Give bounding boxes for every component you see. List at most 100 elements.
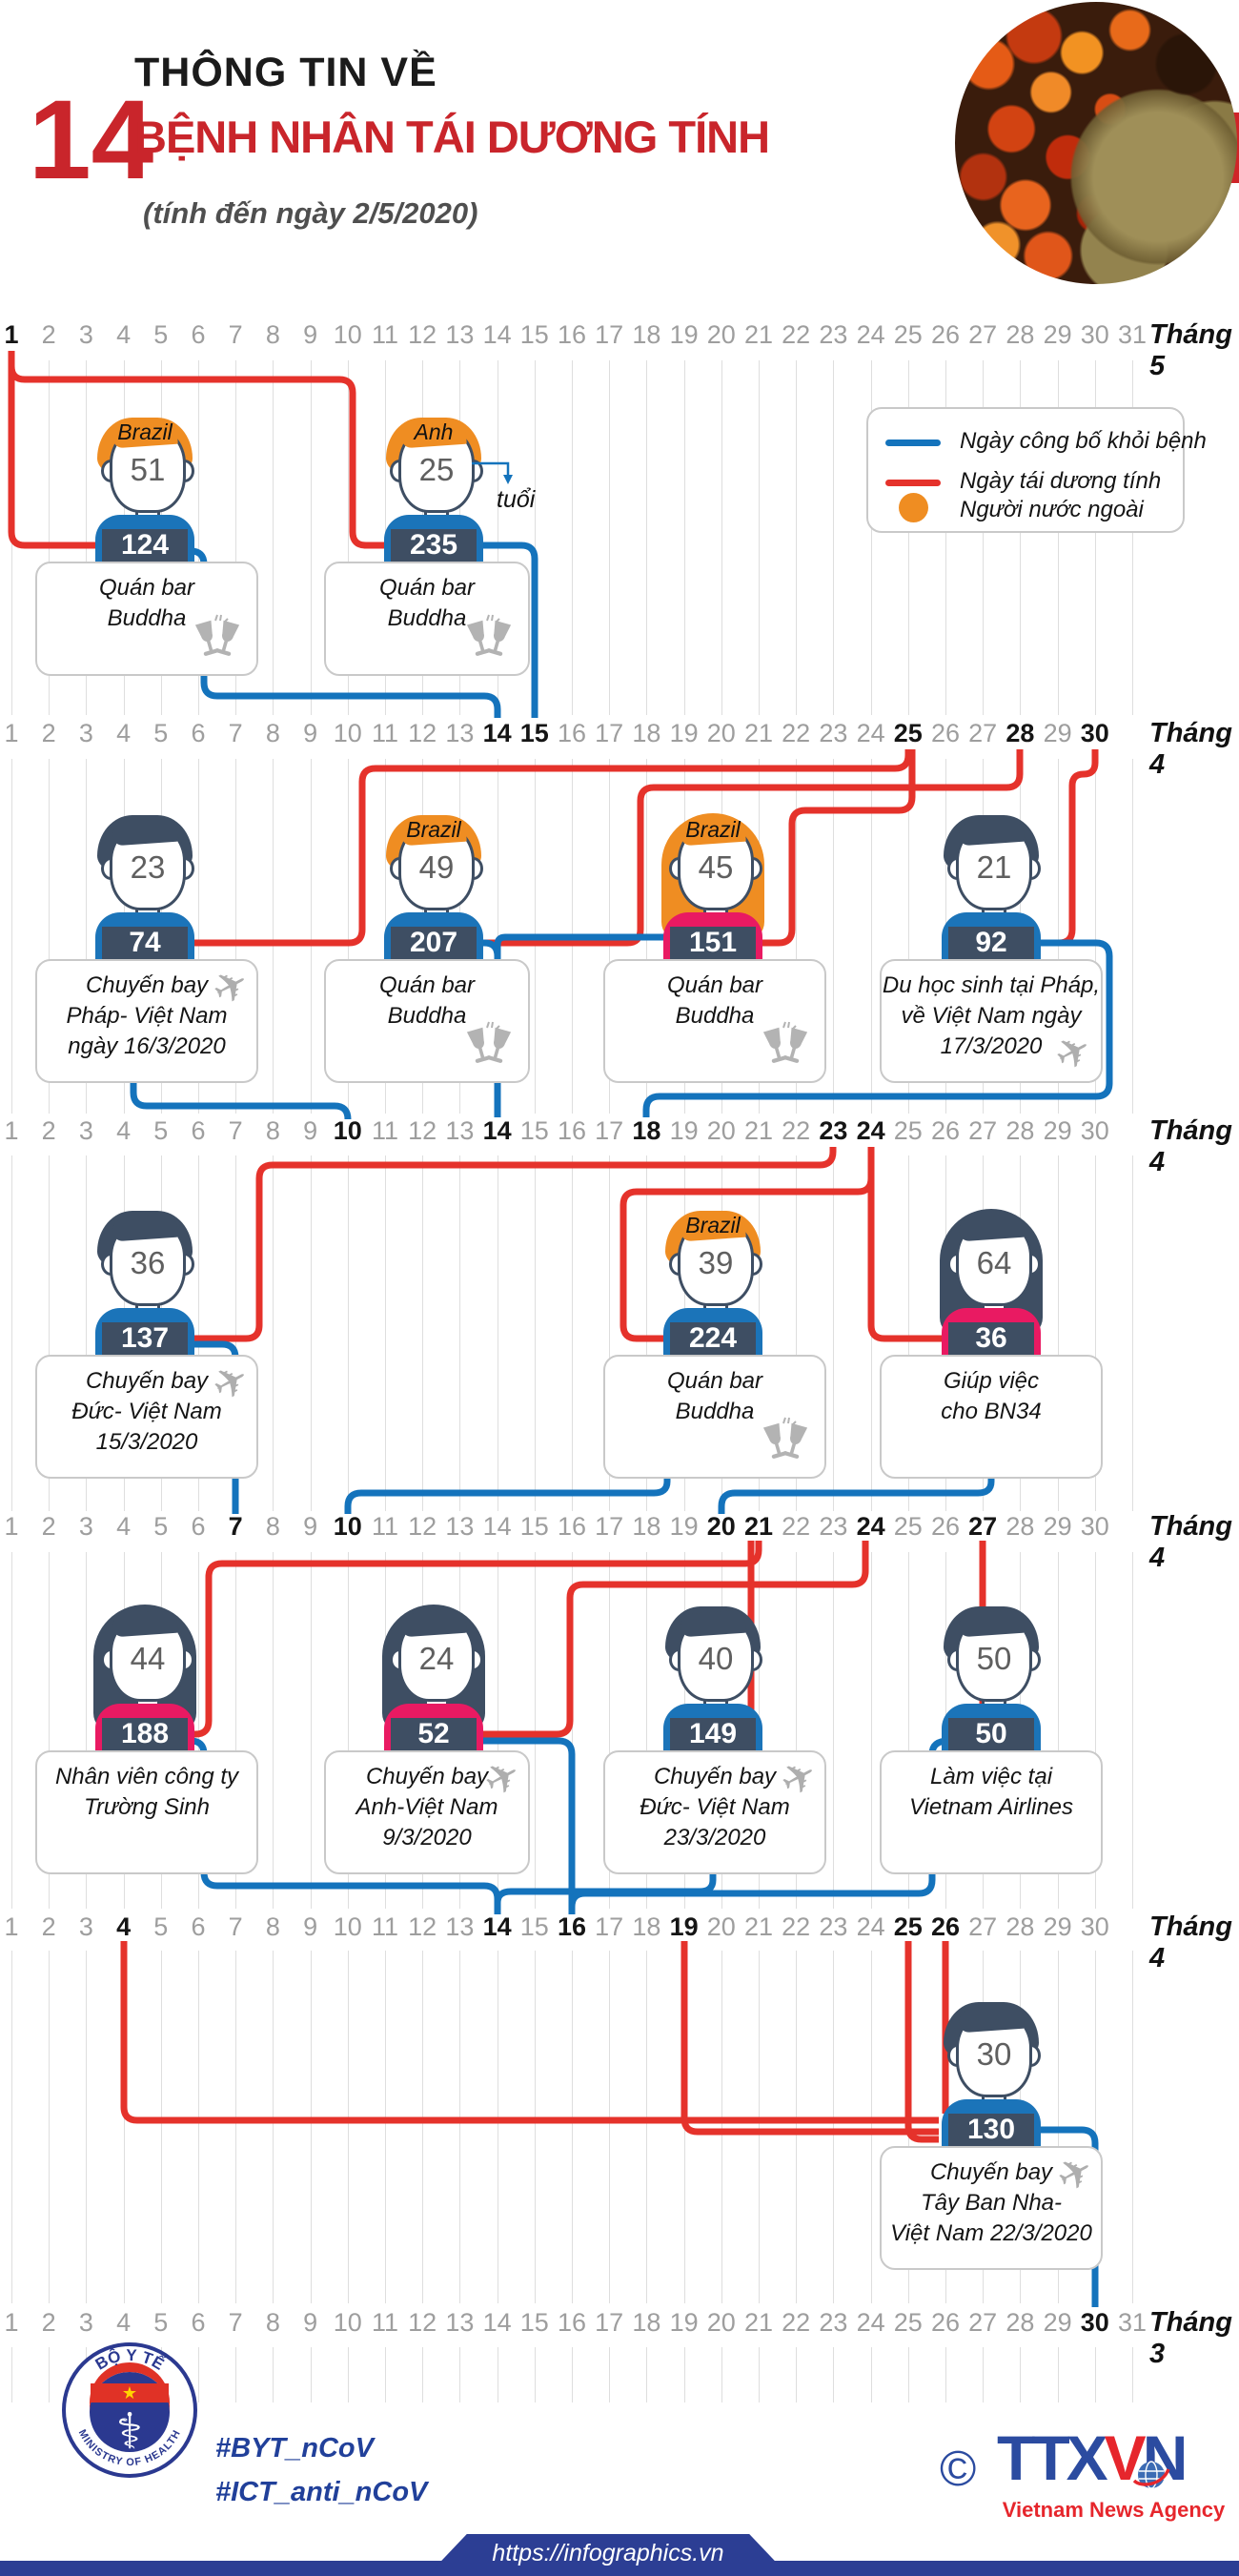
gridline — [86, 759, 88, 1114]
gridline — [1132, 360, 1133, 715]
card-text-line: Quán bar — [666, 1368, 763, 1394]
gridline — [572, 360, 573, 715]
gridline — [759, 2347, 760, 2402]
card-text-line: Quán bar — [378, 575, 476, 601]
gridline — [534, 360, 536, 715]
site-url[interactable]: https://infographics.vn — [492, 2540, 724, 2566]
age-label: 49 — [418, 849, 455, 885]
timeline-day: 10 — [333, 320, 362, 349]
timeline-day: 28 — [1005, 719, 1035, 747]
gridline — [1020, 2347, 1022, 2402]
timeline-day: 26 — [930, 2308, 961, 2337]
timeline-day: 17 — [595, 320, 624, 349]
timeline-day: 25 — [893, 1912, 923, 1941]
timeline-day: 15 — [519, 320, 549, 349]
timeline-day: 30 — [1080, 1116, 1109, 1145]
timeline-day: 7 — [228, 1116, 243, 1145]
card-text-line: Quán bar — [666, 972, 763, 998]
gridline — [983, 360, 985, 715]
timeline-day: 6 — [191, 1512, 206, 1541]
patient-188: 44 188 Nhân viên công ty Trường Sinh — [21, 1605, 269, 1892]
country-label: Brazil — [117, 419, 173, 444]
gridline — [459, 1155, 461, 1511]
timeline-day: 23 — [819, 320, 848, 349]
red-line-swatch — [885, 480, 941, 486]
timeline-day: 21 — [743, 320, 774, 349]
timeline-day: 27 — [968, 320, 998, 349]
card-text-line: Buddha — [675, 1399, 755, 1424]
legend-label: Ngày tái dương tính — [960, 468, 1162, 494]
orange-dot-swatch — [899, 493, 928, 522]
gridline — [945, 360, 946, 715]
avatar-hair-fringe — [958, 1214, 1025, 1242]
gridline — [1132, 1552, 1133, 1909]
timeline-day: 11 — [371, 1912, 399, 1941]
timeline-day: 3 — [78, 1512, 93, 1541]
hashtag-ict: #ICT_anti_nCoV — [215, 2477, 428, 2507]
gridline — [1057, 1155, 1059, 1511]
timeline-day: 10 — [333, 2308, 362, 2337]
patient-number-badge: 188 — [102, 1718, 188, 1750]
timeline-day: 8 — [265, 320, 280, 349]
patient-card: Chuyến bay Pháp- Việt Nam ngày 16/3/2020 ✈ — [35, 957, 258, 1083]
timeline-day: 6 — [191, 320, 206, 349]
gridline — [1132, 1155, 1133, 1511]
card-text-line: Du học sinh tại Pháp, — [882, 972, 1101, 998]
gridline — [123, 1951, 125, 2303]
cheers-glasses-icon — [459, 1021, 518, 1075]
virus-photo — [955, 2, 1237, 284]
legend-label: Ngày công bố khỏi bệnh — [960, 428, 1207, 454]
legend: Ngày công bố khỏi bệnh Ngày tái dương tí… — [866, 407, 1207, 533]
gridline — [273, 1552, 274, 1909]
patient-130: 30 130 Chuyến bay Tây Ban Nha- Việt Nam 22/3… — [867, 2002, 1115, 2288]
patient-number-badge: 149 — [670, 1718, 756, 1750]
gridline — [683, 360, 685, 715]
timeline-day: 12 — [408, 719, 437, 747]
gridline — [347, 1155, 349, 1511]
timeline-day: 24 — [856, 1912, 885, 1941]
gridline — [310, 1155, 312, 1511]
timeline-day: 1 — [4, 719, 19, 747]
timeline-day: 3 — [78, 2308, 93, 2337]
patient-card: Quán bar Buddha — [324, 959, 530, 1083]
card-text-line: 23/3/2020 — [663, 1825, 766, 1850]
timeline-day: 25 — [893, 320, 923, 349]
gridline — [1094, 1155, 1096, 1511]
timeline-day: 21 — [743, 1512, 774, 1541]
age-label: 30 — [976, 2036, 1012, 2072]
timeline-day: 12 — [408, 1512, 437, 1541]
timeline-day: 9 — [303, 1116, 318, 1145]
patient-number-badge: 124 — [102, 529, 188, 562]
gridline — [459, 2347, 461, 2402]
gridline — [1094, 360, 1096, 715]
card-text-line: Pháp- Việt Nam — [66, 1003, 228, 1029]
gridline — [833, 2347, 835, 2402]
timeline-day: 26 — [930, 320, 961, 349]
timeline-day: 7 — [228, 719, 243, 747]
timeline-day: 28 — [1005, 320, 1035, 349]
timeline-day: 2 — [41, 1512, 56, 1541]
card-text-line: Vietnam Airlines — [908, 1794, 1074, 1820]
timeline-day: 29 — [1043, 320, 1072, 349]
gridline — [1057, 360, 1059, 715]
patient-235: 25 Anh 235 Quán bar Buddha tuổi — [310, 418, 558, 694]
cheers-glasses-icon — [756, 1021, 815, 1075]
timeline-day: 1 — [4, 2308, 19, 2337]
timeline-day: 2 — [41, 719, 56, 747]
gridline — [572, 1155, 573, 1511]
gridline — [1020, 360, 1022, 715]
card-text-line: Việt Nam 22/3/2020 — [890, 2220, 1092, 2246]
timeline-day: 3 — [78, 719, 93, 747]
timeline-day: 9 — [303, 2308, 318, 2337]
timeline-day: 7 — [228, 1912, 243, 1941]
gridline — [235, 1951, 237, 2303]
timeline-day: 20 — [706, 719, 736, 747]
gridline — [833, 1951, 835, 2303]
avatar-hair-fringe — [958, 2005, 1025, 2034]
gridline — [86, 1552, 88, 1909]
gridline — [11, 1155, 12, 1511]
gridline — [646, 360, 648, 715]
timeline-day: 15 — [519, 2308, 549, 2337]
timeline-day: 4 — [116, 1512, 132, 1541]
gridline — [49, 759, 51, 1114]
